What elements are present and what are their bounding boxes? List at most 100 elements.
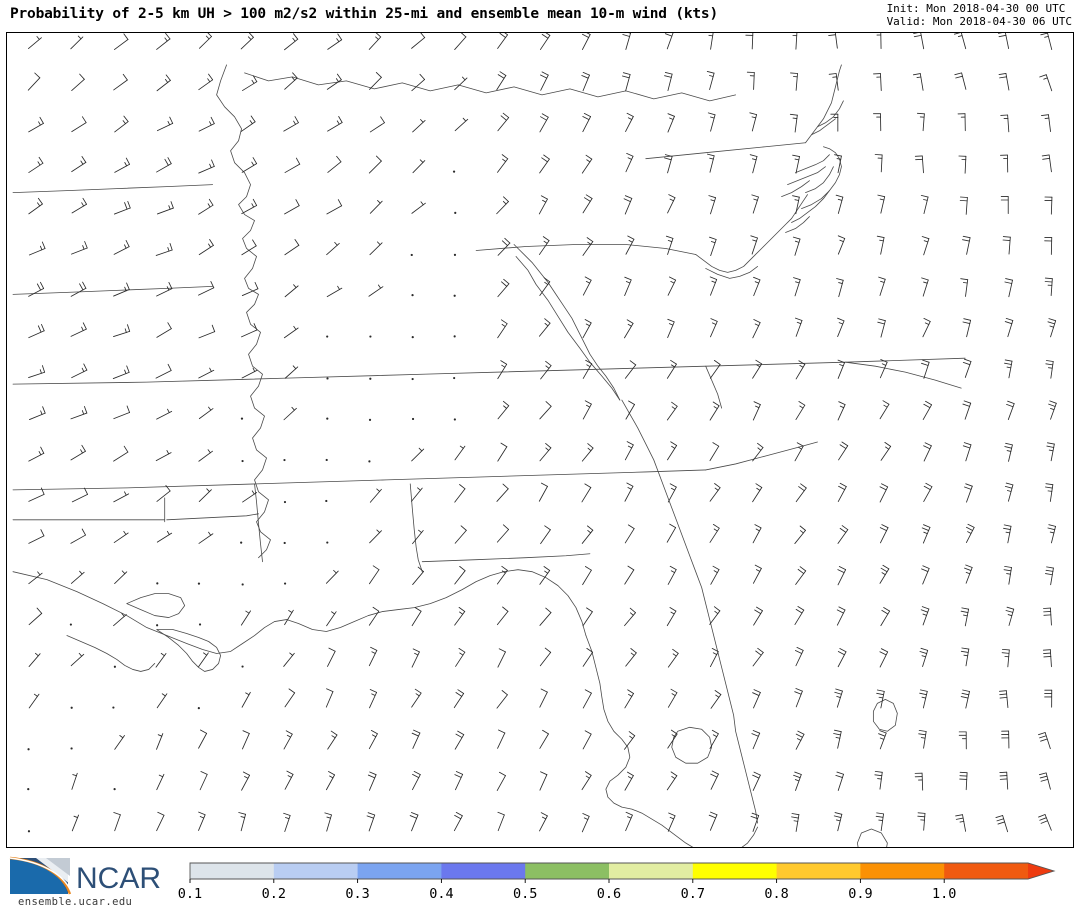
- geo-outline: [671, 726, 713, 764]
- wind-barb: [411, 201, 426, 214]
- wind-barb: [324, 812, 332, 832]
- wind-barb: [834, 154, 842, 174]
- wind-barb: [241, 239, 257, 256]
- wind-barb: [241, 323, 258, 338]
- barb-half: [669, 816, 675, 820]
- barb-full: [626, 112, 634, 117]
- barb-full: [375, 155, 382, 162]
- barb-full: [1002, 648, 1010, 651]
- barb-full: [960, 610, 969, 613]
- barb-shaft: [155, 370, 172, 379]
- barb-shaft: [965, 197, 968, 215]
- barb-full: [920, 194, 929, 198]
- wind-barb: [412, 529, 424, 545]
- barb-shaft: [752, 732, 761, 750]
- barb-shaft: [964, 155, 967, 174]
- wind-barb: [794, 317, 803, 337]
- barb-full: [545, 401, 552, 407]
- barb-shaft: [837, 362, 845, 379]
- barb-full: [81, 156, 87, 163]
- wind-barb: [367, 771, 377, 791]
- wind-barb: [28, 281, 45, 297]
- wind-barb: [795, 401, 806, 420]
- wind-barb: [667, 812, 676, 832]
- barb-full: [627, 524, 635, 530]
- wind-barb: [412, 159, 426, 174]
- wind-barb: [752, 689, 761, 709]
- wind-barb: [624, 731, 636, 750]
- barb-full: [796, 646, 804, 651]
- calm-wind-dot: [113, 665, 116, 668]
- barb-full: [1046, 445, 1055, 448]
- geo-outline: [795, 154, 830, 174]
- barb-shaft: [666, 405, 678, 421]
- barb-half: [751, 116, 757, 119]
- barb-full: [454, 814, 462, 820]
- barb-half: [959, 820, 965, 823]
- barb-half: [712, 652, 718, 655]
- wind-barb: [1044, 277, 1053, 296]
- barb-full: [917, 815, 926, 818]
- barb-half: [335, 78, 340, 83]
- barb-full: [458, 606, 466, 612]
- ncar-url[interactable]: ensemble.ucar.edu: [18, 896, 133, 908]
- barb-full: [881, 609, 889, 615]
- map-plot-area[interactable]: [6, 32, 1074, 848]
- barb-full: [38, 156, 44, 164]
- wind-barb: [879, 483, 889, 503]
- barb-shaft: [667, 156, 673, 174]
- barb-half: [37, 161, 41, 166]
- barb-shaft: [284, 244, 300, 256]
- wind-barb: [708, 33, 714, 50]
- wind-barb: [667, 648, 679, 668]
- barb-half: [1048, 449, 1054, 452]
- barb-full: [79, 283, 84, 291]
- wind-barb: [792, 236, 801, 256]
- wind-barb: [666, 359, 677, 379]
- wind-barb: [454, 525, 467, 544]
- barb-full: [797, 730, 805, 735]
- barb-full: [798, 401, 806, 406]
- wind-barb: [28, 116, 44, 133]
- barb-full: [841, 441, 849, 447]
- barb-full: [501, 281, 508, 287]
- barb-shaft: [709, 527, 720, 543]
- colorbar[interactable]: 0.1 0.2 0.3 0.4 0.5 0.6 0.7 0.8 0.9 1.0: [178, 860, 1070, 912]
- barb-shaft: [70, 328, 87, 337]
- barb-shaft: [411, 610, 422, 627]
- barb-full: [248, 33, 254, 38]
- wind-barb: [794, 688, 803, 708]
- barb-half: [923, 281, 928, 284]
- barb-shaft: [879, 278, 886, 296]
- barb-full: [796, 442, 804, 447]
- barb-full: [169, 242, 173, 251]
- calm-wind-dot: [241, 665, 244, 668]
- init-timestamp: Init: Mon 2018-04-30 00 UTC: [886, 2, 1066, 15]
- barb-full: [1039, 735, 1047, 739]
- barb-half: [166, 450, 170, 455]
- wind-barb: [921, 565, 930, 585]
- barb-half: [73, 815, 78, 818]
- wind-barb: [325, 569, 339, 584]
- barb-full: [583, 197, 591, 202]
- barb-shaft: [752, 774, 761, 791]
- calm-wind-dot: [197, 707, 200, 710]
- wind-barb: [240, 115, 256, 132]
- barb-shaft: [1002, 815, 1009, 833]
- barb-shaft: [539, 733, 549, 749]
- barb-full: [754, 564, 762, 569]
- wind-barb: [998, 33, 1010, 49]
- wind-barb: [412, 770, 421, 791]
- barb-full: [790, 72, 798, 74]
- barb-shaft: [1050, 196, 1053, 215]
- wind-barb: [240, 610, 251, 626]
- calm-wind-dot: [156, 624, 159, 627]
- wind-barb: [624, 565, 635, 585]
- barb-full: [1044, 277, 1053, 280]
- wind-barb: [667, 318, 675, 338]
- ncar-logo[interactable]: NCAR ensemble.ucar.edu: [6, 854, 171, 912]
- wind-barb: [582, 566, 592, 586]
- barb-shaft: [114, 121, 129, 133]
- barb-shaft: [411, 814, 419, 832]
- wind-barb: [539, 812, 548, 832]
